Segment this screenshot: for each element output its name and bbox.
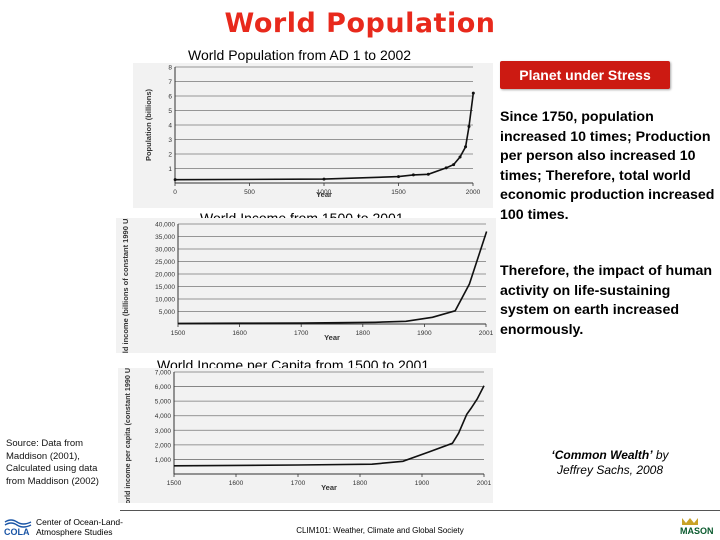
y-tick-label: 1,000: [155, 457, 172, 464]
x-tick-label: 1700: [291, 480, 306, 487]
book-citation: ‘Common Wealth’ by Jeffrey Sachs, 2008: [520, 448, 700, 478]
data-point: [397, 175, 400, 179]
data-point: [467, 124, 471, 128]
x-tick-label: 500: [244, 189, 255, 196]
footer-org: Center of Ocean-Land- Atmosphere Studies: [36, 517, 123, 537]
x-tick-label: 2000: [466, 189, 481, 196]
x-tick-label: 2001: [479, 330, 494, 337]
y-tick-label: 7: [168, 79, 172, 86]
x-axis-label: Year: [321, 483, 337, 492]
source-note: Source: Data from Maddison (2001), Calcu…: [6, 438, 99, 487]
x-tick-label: 1500: [171, 330, 186, 337]
cola-logo-text: COLA: [4, 527, 30, 536]
series-line: [173, 385, 485, 467]
data-point: [173, 178, 177, 182]
planet-under-stress-badge: Planet under Stress: [500, 61, 670, 89]
x-tick-label: 1500: [391, 189, 406, 196]
y-tick-label: 30,000: [155, 247, 175, 254]
cola-logo-icon: COLA: [4, 519, 32, 536]
data-point: [458, 155, 462, 159]
data-point: [444, 166, 448, 170]
population-chart: 1 2 3 4 5 6 7 8 0 500 1000 1500 2000 Year Population (…: [133, 63, 493, 208]
footer-org-line1: Center of Ocean-Land-: [36, 517, 123, 527]
x-tick-label: 1900: [415, 480, 430, 487]
footer-divider: [120, 510, 720, 511]
y-tick-label: 1: [168, 166, 172, 173]
y-tick-label: 2,000: [155, 442, 172, 449]
y-tick-label: 25,000: [155, 259, 175, 266]
data-point: [426, 172, 430, 176]
data-point: [471, 91, 475, 95]
paragraph-production: Since 1750, population increased 10 time…: [500, 109, 715, 223]
income-chart: 5,000 10,000 15,000 20,000 25,000 30,000 35,00…: [116, 218, 496, 353]
y-tick-label: 35,000: [155, 234, 175, 241]
y-tick-label: 4: [168, 123, 172, 130]
chart-background: [118, 368, 493, 503]
book-author: Jeffrey Sachs, 2008: [556, 463, 664, 477]
y-tick-label: 7,000: [155, 370, 172, 377]
income-per-capita-chart: 1,000 2,000 3,000 4,000 5,000 6,000 7,000 1500 1…: [118, 368, 493, 503]
x-tick-label: 2001: [477, 480, 492, 487]
data-point: [452, 163, 456, 167]
y-axis-label: Population (billions): [144, 88, 153, 161]
y-tick-label: 5,000: [159, 309, 176, 316]
y-tick-label: 3,000: [155, 428, 172, 435]
data-point: [411, 173, 415, 177]
footer-org-line2: Atmosphere Studies: [36, 527, 113, 537]
chart-title-population: World Population from AD 1 to 2002: [188, 47, 412, 63]
x-tick-label: 1500: [167, 480, 182, 487]
y-axis-label: World income (billions of constant 1990 …: [121, 218, 130, 353]
paragraph-impact: Therefore, the impact of human activity …: [500, 263, 713, 338]
y-tick-label: 40,000: [155, 222, 175, 229]
y-tick-label: 10,000: [155, 297, 175, 304]
y-tick-label: 2: [168, 152, 172, 159]
y-axis-label: World income per capita (constant 1990 U…: [123, 368, 132, 503]
chart-background: [133, 63, 493, 208]
x-tick-label: 1700: [294, 330, 309, 337]
x-axis-label: Year: [316, 190, 332, 199]
y-tick-label: 4,000: [155, 413, 172, 420]
y-tick-label: 3: [168, 137, 172, 144]
chart-background: [116, 218, 496, 353]
x-tick-label: 1900: [417, 330, 432, 337]
y-tick-label: 5,000: [155, 399, 172, 406]
series-line: [177, 231, 488, 325]
y-tick-label: 15,000: [155, 284, 175, 291]
footer-course: CLIM101: Weather, Climate and Global Soc…: [296, 526, 464, 535]
x-tick-label: 0: [173, 189, 177, 196]
y-tick-label: 8: [168, 65, 172, 72]
x-tick-label: 1600: [229, 480, 244, 487]
y-tick-label: 6: [168, 94, 172, 101]
y-tick-label: 5: [168, 108, 172, 115]
y-tick-label: 20,000: [155, 272, 175, 279]
data-point: [464, 145, 468, 149]
mason-logo-text: MASON: [680, 526, 714, 536]
x-tick-label: 1000: [317, 189, 332, 196]
x-axis-label: Year: [324, 333, 340, 342]
book-by: by: [652, 448, 669, 462]
x-tick-label: 1800: [356, 330, 371, 337]
mason-logo-icon: MASON: [680, 518, 714, 536]
y-tick-label: 6,000: [155, 384, 172, 391]
slide-title: World Population: [224, 8, 496, 39]
x-tick-label: 1800: [353, 480, 368, 487]
book-title: ‘Common Wealth’: [551, 448, 653, 462]
x-tick-label: 1600: [232, 330, 247, 337]
data-point: [322, 177, 326, 181]
